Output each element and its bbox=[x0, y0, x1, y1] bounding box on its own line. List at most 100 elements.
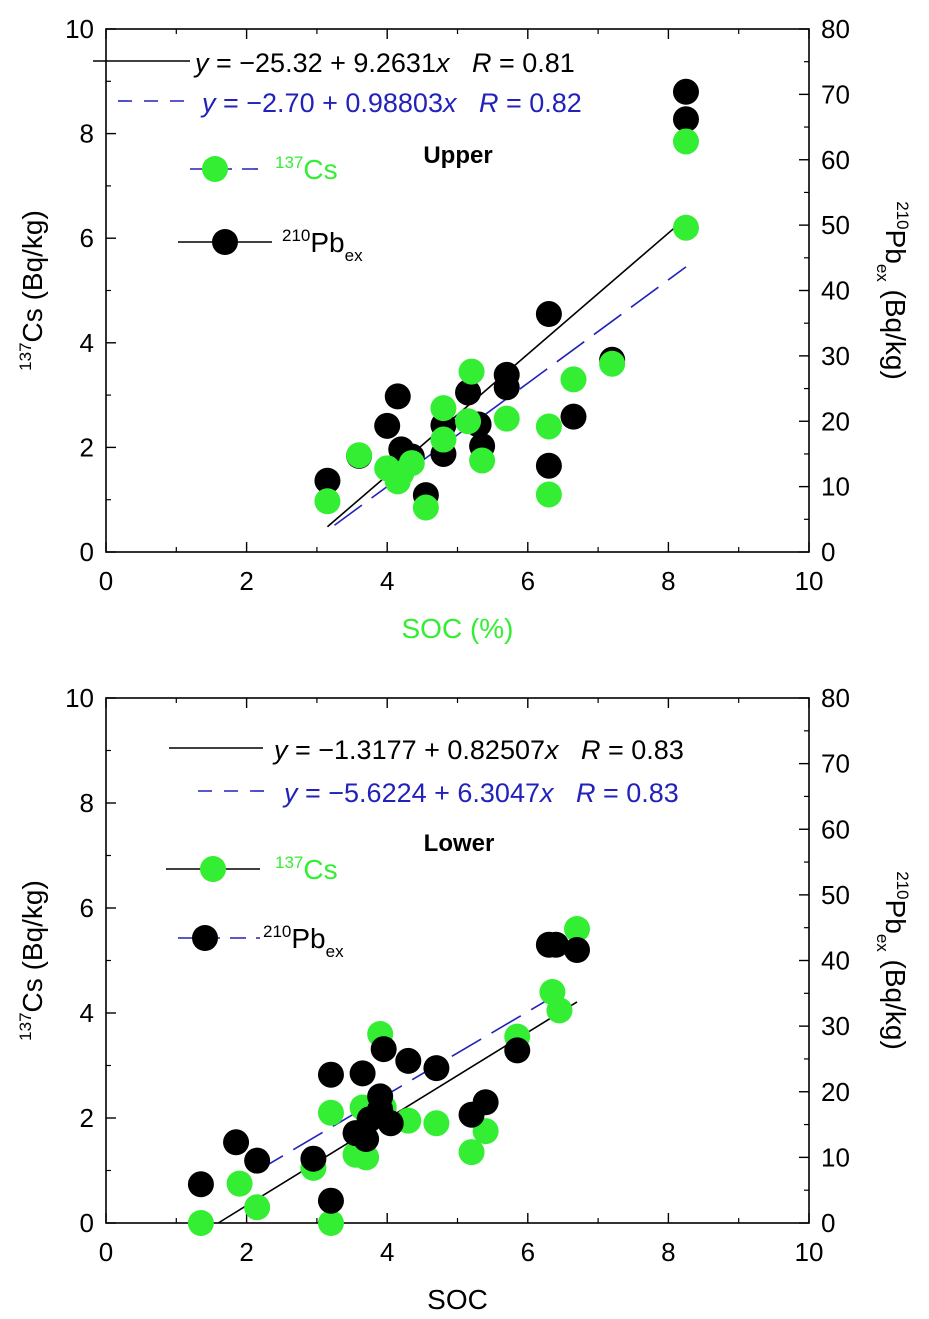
data-point-pb210ex bbox=[374, 412, 401, 439]
y-left-axis-label: 137Cs (Bq/kg) bbox=[16, 880, 48, 1041]
data-point-pb210ex bbox=[314, 467, 341, 494]
data-point-pb210ex bbox=[377, 1110, 404, 1137]
data-point-cs137 bbox=[226, 1170, 253, 1197]
data-point-cs137 bbox=[535, 413, 562, 440]
data-point-pb210ex bbox=[504, 1037, 531, 1064]
x-tick-label: 6 bbox=[521, 1237, 535, 1267]
data-point-pb210ex bbox=[223, 1129, 250, 1156]
data-point-pb210ex bbox=[395, 1047, 422, 1074]
x-tick-label: 2 bbox=[239, 1237, 253, 1267]
data-point-pb210ex bbox=[384, 383, 411, 410]
data-point-cs137 bbox=[430, 426, 457, 453]
data-point-pb210ex bbox=[560, 403, 587, 430]
panel-title: Upper bbox=[423, 142, 492, 169]
y-left-tick-label: 0 bbox=[80, 537, 94, 567]
legend-label-1: 210Pbex bbox=[282, 226, 363, 265]
data-point-pb210ex bbox=[535, 301, 562, 328]
data-point-cs137 bbox=[560, 366, 587, 393]
data-point-cs137 bbox=[493, 405, 520, 432]
data-point-pb210ex bbox=[564, 937, 591, 963]
fit-equation-1: y = −5.6224 + 6.3047x R = 0.83 bbox=[282, 778, 679, 808]
y-left-axis-label: 137Cs (Bq/kg) bbox=[16, 210, 48, 371]
data-point-cs137 bbox=[458, 358, 485, 385]
data-point-pb210ex bbox=[300, 1145, 327, 1172]
x-tick-label: 10 bbox=[795, 1237, 824, 1267]
y-right-tick-label: 10 bbox=[821, 472, 850, 502]
x-tick-label: 0 bbox=[99, 1237, 113, 1267]
legend-marker-0 bbox=[200, 856, 226, 882]
y-left-tick-label: 10 bbox=[65, 14, 94, 44]
data-point-cs137 bbox=[458, 1139, 485, 1166]
data-point-pb210ex bbox=[317, 1061, 344, 1088]
y-right-axis-label: 210Pbex (Bq/kg) bbox=[873, 201, 912, 380]
y-right-tick-label: 70 bbox=[821, 79, 850, 109]
data-point-pb210ex bbox=[672, 78, 699, 105]
x-tick-label: 10 bbox=[795, 566, 824, 596]
data-point-pb210ex bbox=[455, 379, 482, 406]
y-right-tick-label: 60 bbox=[821, 145, 850, 175]
x-tick-label: 8 bbox=[661, 566, 675, 596]
data-point-pb210ex bbox=[244, 1147, 271, 1174]
y-right-tick-label: 50 bbox=[821, 880, 850, 910]
data-point-cs137 bbox=[599, 350, 626, 377]
data-point-cs137 bbox=[244, 1194, 271, 1221]
y-right-tick-label: 30 bbox=[821, 341, 850, 371]
y-right-tick-label: 60 bbox=[821, 814, 850, 844]
y-right-tick-label: 50 bbox=[821, 210, 850, 240]
y-left-tick-label: 4 bbox=[80, 328, 94, 358]
x-tick-label: 6 bbox=[521, 566, 535, 596]
data-point-pb210ex bbox=[370, 1036, 397, 1063]
y-left-tick-label: 2 bbox=[80, 1103, 94, 1133]
lower-panel: 0 2 4 6 8 10024681001020304050607080SOC137Cs … bbox=[16, 683, 912, 1315]
data-point-pb210ex bbox=[187, 1171, 214, 1198]
data-point-pb210ex bbox=[423, 1055, 450, 1082]
fit-equation-0: y = −25.32 + 9.2631x R = 0.81 bbox=[193, 48, 575, 78]
x-tick-label: 0 bbox=[99, 566, 113, 596]
x-axis-label: SOC bbox=[427, 1284, 488, 1315]
data-point-pb210ex bbox=[317, 1187, 344, 1214]
data-point-pb210ex bbox=[535, 452, 562, 479]
y-left-tick-label: 8 bbox=[80, 119, 94, 149]
legend-marker-0 bbox=[202, 156, 228, 182]
y-right-tick-label: 0 bbox=[821, 537, 835, 567]
x-tick-label: 8 bbox=[661, 1237, 675, 1267]
x-tick-label: 4 bbox=[380, 566, 394, 596]
data-point-pb210ex bbox=[672, 106, 699, 133]
data-point-pb210ex bbox=[353, 1126, 380, 1152]
legend-label-0: 137Cs bbox=[275, 153, 338, 185]
data-point-cs137 bbox=[317, 1099, 344, 1126]
y-right-tick-label: 0 bbox=[821, 1208, 835, 1238]
data-point-cs137 bbox=[469, 447, 496, 474]
data-point-cs137 bbox=[398, 450, 425, 477]
data-point-cs137 bbox=[430, 395, 457, 422]
legend-marker-1 bbox=[192, 925, 218, 951]
y-left-tick-label: 8 bbox=[80, 788, 94, 818]
y-left-tick-label: 10 bbox=[65, 683, 94, 713]
data-point-cs137 bbox=[423, 1110, 450, 1137]
y-right-tick-label: 30 bbox=[821, 1011, 850, 1041]
x-tick-label: 2 bbox=[239, 566, 253, 596]
y-right-tick-label: 40 bbox=[821, 946, 850, 976]
y-right-tick-label: 80 bbox=[821, 14, 850, 44]
y-right-tick-label: 70 bbox=[821, 749, 850, 779]
data-point-cs137 bbox=[535, 481, 562, 508]
x-axis-label: SOC (%) bbox=[402, 613, 514, 644]
data-point-cs137 bbox=[672, 214, 699, 241]
legend-label-1: 210Pbex bbox=[263, 922, 344, 961]
data-point-cs137 bbox=[346, 442, 373, 469]
data-point-cs137 bbox=[187, 1210, 214, 1236]
y-right-tick-label: 40 bbox=[821, 276, 850, 306]
fit-equation-1: y = −2.70 + 0.98803x R = 0.82 bbox=[200, 88, 582, 118]
panel-title: Lower bbox=[424, 830, 495, 857]
data-point-pb210ex bbox=[349, 1060, 376, 1087]
y-left-tick-label: 0 bbox=[80, 1208, 94, 1238]
legend-marker-1 bbox=[212, 229, 238, 255]
data-point-cs137 bbox=[412, 494, 439, 521]
data-point-cs137 bbox=[353, 1144, 380, 1171]
data-point-pb210ex bbox=[472, 1089, 499, 1116]
y-left-tick-label: 6 bbox=[80, 893, 94, 923]
plot-frame bbox=[105, 697, 810, 1224]
y-left-tick-label: 4 bbox=[80, 998, 94, 1028]
data-point-pb210ex bbox=[493, 374, 520, 401]
data-point-cs137 bbox=[314, 488, 341, 515]
